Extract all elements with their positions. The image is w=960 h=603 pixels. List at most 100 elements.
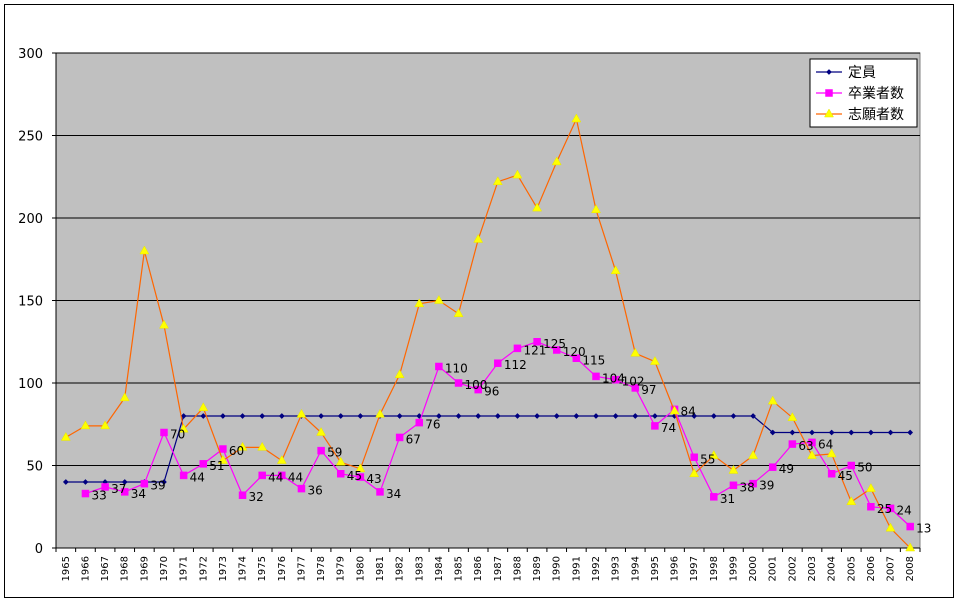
- point-marker: [238, 491, 247, 499]
- x-tick-label: 1996: [670, 556, 681, 581]
- data-label: 97: [641, 383, 656, 397]
- point-marker: [689, 468, 700, 477]
- point-marker: [905, 542, 916, 552]
- point-marker: [357, 413, 364, 419]
- point-marker: [808, 438, 816, 447]
- legend-label: 定員: [848, 65, 876, 81]
- point-marker: [828, 429, 835, 436]
- data-label: 121: [523, 343, 546, 357]
- point-marker: [825, 89, 833, 97]
- point-marker: [787, 412, 798, 421]
- point-marker: [474, 385, 482, 394]
- data-label: 44: [288, 470, 303, 484]
- data-label: 34: [131, 487, 146, 501]
- point-marker: [414, 298, 425, 308]
- point-marker: [887, 429, 894, 436]
- x-tick-label: 1984: [434, 556, 445, 581]
- point-marker: [239, 413, 246, 419]
- data-label: 37: [111, 482, 126, 496]
- data-label: 76: [425, 418, 440, 432]
- legend-item-3: 志願者数: [816, 107, 904, 123]
- point-marker: [198, 402, 209, 411]
- series-2: [81, 338, 914, 531]
- x-tick-label: 2005: [846, 556, 857, 581]
- legend-label: 志願者数: [848, 107, 904, 123]
- x-tick-label: 1969: [139, 556, 150, 581]
- point-marker: [532, 202, 543, 212]
- point-marker: [767, 395, 778, 405]
- data-label: 60: [229, 444, 244, 458]
- point-marker: [610, 265, 621, 275]
- x-tick-label: 2003: [807, 556, 818, 581]
- point-marker: [453, 308, 464, 317]
- x-tick-label: 2007: [886, 556, 897, 581]
- point-marker: [278, 471, 286, 480]
- data-label: 102: [622, 375, 645, 389]
- data-label: 110: [445, 362, 468, 376]
- x-tick-label: 2002: [787, 556, 798, 581]
- point-marker: [178, 423, 189, 433]
- point-marker: [513, 344, 522, 353]
- point-marker: [179, 471, 188, 480]
- point-marker: [219, 413, 226, 419]
- x-tick-label: 1997: [689, 556, 700, 581]
- point-marker: [534, 413, 541, 419]
- point-marker: [826, 448, 837, 458]
- point-marker: [475, 413, 482, 419]
- x-tick-label: 1967: [100, 556, 111, 581]
- point-marker: [100, 420, 111, 430]
- point-marker: [139, 245, 150, 255]
- data-label: 70: [170, 428, 185, 442]
- point-marker: [768, 463, 777, 471]
- point-marker: [907, 429, 914, 436]
- data-label: 36: [307, 484, 322, 498]
- point-marker: [824, 108, 834, 118]
- point-marker: [631, 384, 640, 392]
- point-marker: [632, 413, 639, 419]
- point-marker: [159, 319, 169, 329]
- x-tick-label: 1981: [375, 556, 386, 581]
- point-marker: [200, 413, 207, 419]
- data-label: 45: [838, 469, 853, 483]
- point-marker: [593, 413, 599, 419]
- point-marker: [180, 413, 187, 419]
- data-label: 50: [857, 461, 872, 475]
- data-label: 84: [681, 404, 696, 418]
- point-marker: [140, 479, 149, 488]
- point-marker: [651, 422, 659, 430]
- point-marker: [750, 413, 757, 419]
- x-tick-label: 1999: [728, 556, 739, 581]
- point-marker: [846, 496, 857, 506]
- point-marker: [730, 413, 737, 419]
- data-label: 31: [720, 492, 735, 506]
- point-marker: [749, 479, 757, 488]
- series-layer: [60, 113, 916, 552]
- point-marker: [396, 413, 403, 419]
- point-marker: [865, 483, 876, 492]
- point-marker: [728, 464, 739, 474]
- point-marker: [533, 338, 541, 346]
- point-marker: [788, 440, 797, 448]
- x-tick-label: 1989: [532, 556, 543, 581]
- point-marker: [512, 169, 523, 179]
- point-marker: [867, 429, 874, 436]
- point-marker: [847, 461, 856, 470]
- point-marker: [906, 522, 914, 531]
- legend-item-1: 定員: [816, 65, 876, 81]
- point-marker: [199, 460, 208, 468]
- point-marker: [237, 441, 248, 451]
- point-marker: [612, 413, 619, 419]
- legend-label: 卒業者数: [848, 86, 904, 102]
- point-marker: [553, 413, 560, 419]
- data-label: 67: [406, 432, 421, 446]
- x-tick-label: 1992: [591, 556, 602, 581]
- point-marker: [591, 204, 601, 213]
- data-label: 74: [661, 421, 676, 435]
- point-marker: [827, 470, 836, 478]
- data-label: 112: [504, 358, 527, 372]
- data-label: 24: [897, 503, 912, 517]
- x-tick-label: 1970: [159, 556, 170, 581]
- x-tick-label: 1965: [61, 556, 72, 581]
- data-labels: 33 37 34 39 70 44 51 60 32 44 44 36 59 45 43 34 67 76 110 1…: [91, 337, 931, 536]
- point-marker: [807, 450, 817, 459]
